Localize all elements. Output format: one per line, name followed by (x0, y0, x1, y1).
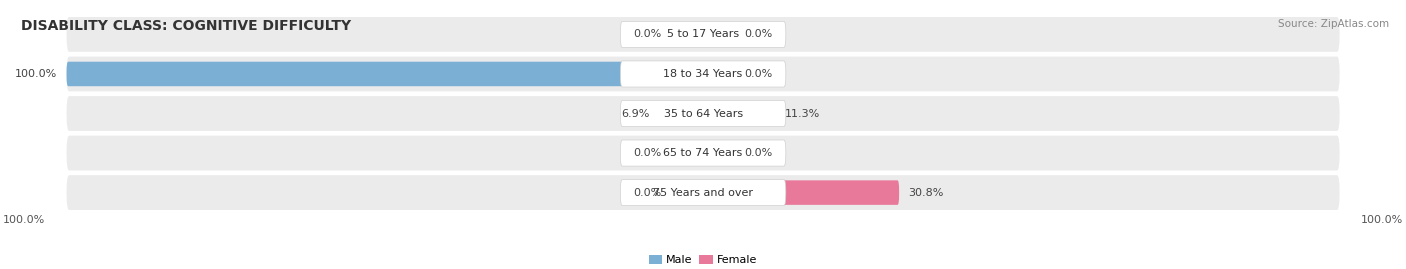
Text: 65 to 74 Years: 65 to 74 Years (664, 148, 742, 158)
Text: 35 to 64 Years: 35 to 64 Years (664, 108, 742, 119)
FancyBboxPatch shape (620, 21, 786, 47)
FancyBboxPatch shape (620, 100, 786, 126)
FancyBboxPatch shape (703, 101, 775, 126)
FancyBboxPatch shape (66, 17, 1340, 52)
FancyBboxPatch shape (671, 180, 703, 205)
Text: 30.8%: 30.8% (908, 187, 943, 198)
FancyBboxPatch shape (671, 22, 703, 47)
FancyBboxPatch shape (703, 22, 735, 47)
Text: Source: ZipAtlas.com: Source: ZipAtlas.com (1278, 19, 1389, 29)
Text: 0.0%: 0.0% (634, 187, 662, 198)
FancyBboxPatch shape (703, 62, 735, 86)
Text: 0.0%: 0.0% (744, 29, 773, 40)
Text: 11.3%: 11.3% (785, 108, 820, 119)
Text: 6.9%: 6.9% (621, 108, 650, 119)
Text: 75 Years and over: 75 Years and over (652, 187, 754, 198)
Text: 5 to 17 Years: 5 to 17 Years (666, 29, 740, 40)
FancyBboxPatch shape (671, 141, 703, 165)
FancyBboxPatch shape (66, 136, 1340, 171)
Text: 18 to 34 Years: 18 to 34 Years (664, 69, 742, 79)
Text: 0.0%: 0.0% (634, 29, 662, 40)
FancyBboxPatch shape (620, 140, 786, 166)
Text: 0.0%: 0.0% (744, 69, 773, 79)
FancyBboxPatch shape (703, 180, 898, 205)
Legend: Male, Female: Male, Female (644, 250, 762, 269)
FancyBboxPatch shape (620, 61, 786, 87)
FancyBboxPatch shape (66, 56, 1340, 91)
Text: 100.0%: 100.0% (1361, 215, 1403, 225)
Text: 100.0%: 100.0% (15, 69, 58, 79)
FancyBboxPatch shape (620, 179, 786, 206)
Text: DISABILITY CLASS: COGNITIVE DIFFICULTY: DISABILITY CLASS: COGNITIVE DIFFICULTY (21, 19, 351, 33)
FancyBboxPatch shape (66, 96, 1340, 131)
FancyBboxPatch shape (703, 141, 735, 165)
FancyBboxPatch shape (66, 62, 703, 86)
FancyBboxPatch shape (66, 175, 1340, 210)
Text: 100.0%: 100.0% (3, 215, 45, 225)
Text: 0.0%: 0.0% (744, 148, 773, 158)
Text: 0.0%: 0.0% (634, 148, 662, 158)
FancyBboxPatch shape (659, 101, 703, 126)
